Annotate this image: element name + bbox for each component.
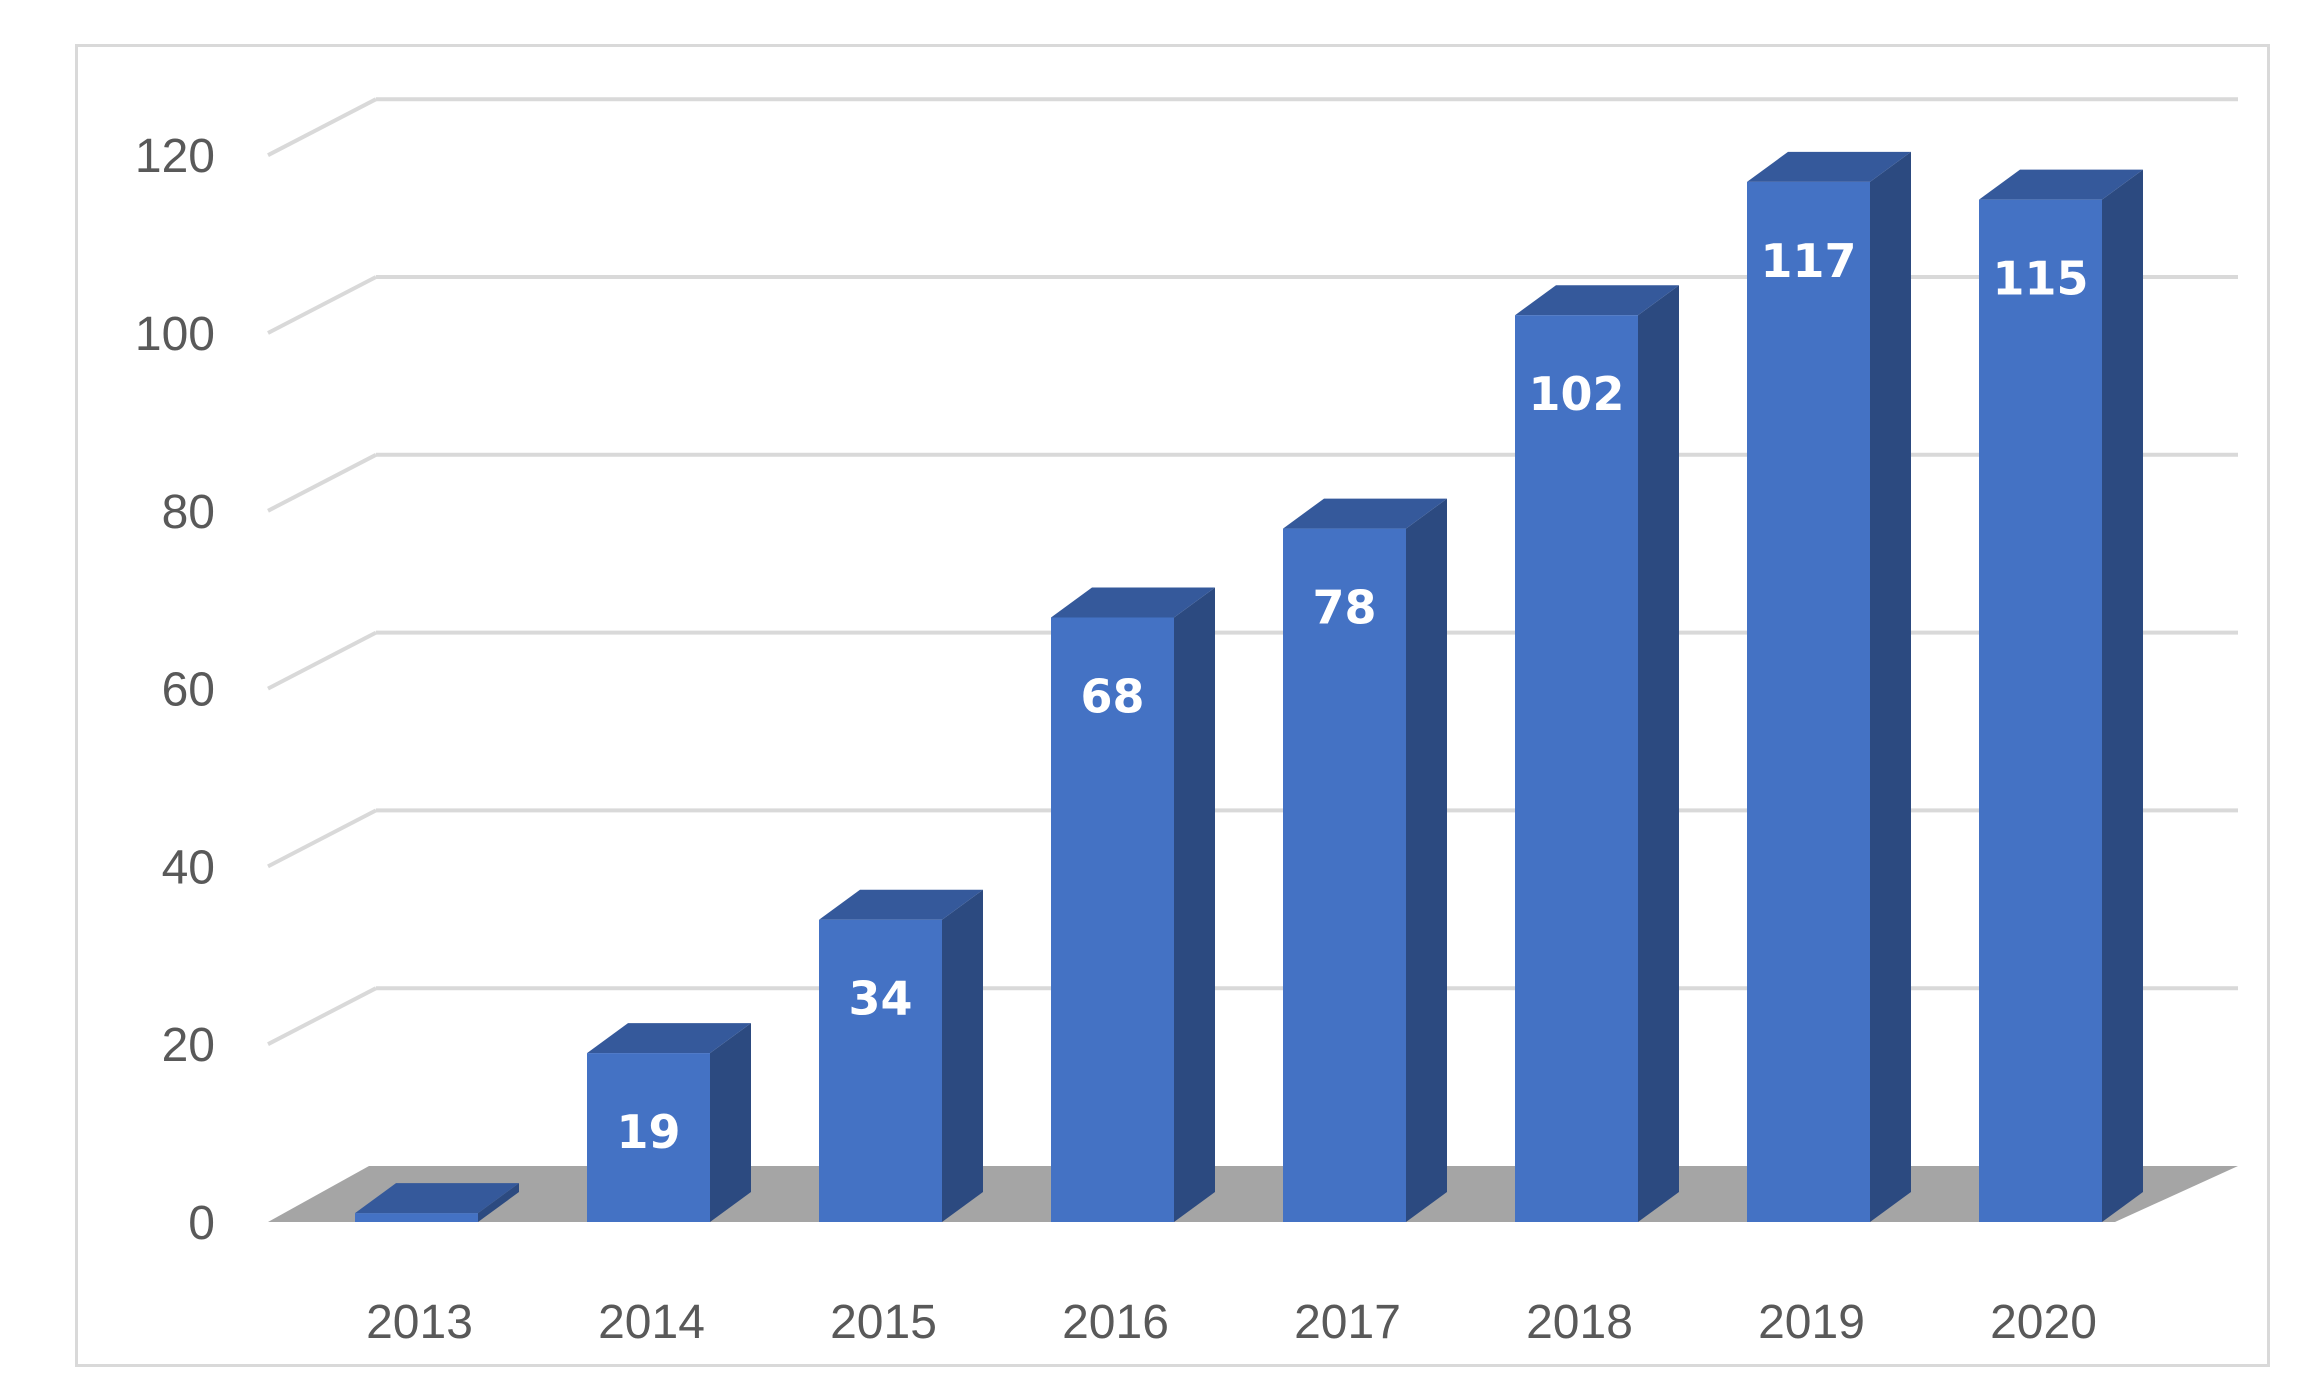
floor-plane [268,1166,2238,1222]
gridline-diagonal [267,986,377,1046]
bar-front [819,919,942,1222]
bar-side [1870,151,1911,1222]
x-tick-label: 2016 [1062,1296,1169,1349]
bar-side [1638,285,1679,1223]
gridline-diagonal [267,275,377,335]
y-tick-label: 100 [135,308,215,361]
bar-top [587,1023,751,1054]
data-label: 117 [1760,234,1856,288]
bar-side [710,1023,751,1222]
y-tick-label: 60 [162,664,215,717]
y-tick-label: 80 [162,486,215,539]
bars: 19 34 68 78 102 117 115 [355,151,2143,1223]
bar-front [1051,617,1174,1222]
data-label: 115 [1992,252,2088,306]
bar: 34 [819,889,983,1222]
data-label: 34 [848,972,912,1026]
bar-front [1283,528,1406,1222]
gridline-diagonal [267,453,377,513]
y-axis-ticks: 0 20 40 60 80 100 120 [135,130,215,1250]
bar-front [1979,199,2102,1222]
bar-front [587,1053,710,1222]
x-tick-label: 2019 [1758,1296,1865,1349]
data-label: 68 [1080,669,1144,723]
bar-side [1174,587,1215,1222]
gridline-diagonal [267,808,377,869]
bar: 115 [1979,169,2143,1222]
bar-side [1406,498,1447,1223]
bar-top [1515,285,1679,316]
bar-top [819,889,983,920]
data-label: 102 [1528,367,1624,421]
bar: 19 [587,1023,751,1222]
bar: 78 [1283,498,1447,1223]
x-tick-label: 2017 [1294,1296,1401,1349]
bar: 68 [1051,587,1215,1222]
bar-top [1051,587,1215,618]
bar-top [355,1183,519,1214]
y-tick-label: 20 [162,1019,215,1072]
gridline-diagonal [267,630,377,691]
bar-front [355,1213,478,1222]
bar-side [942,889,983,1222]
y-tick-label: 0 [188,1197,215,1250]
chart-floor [268,1166,2238,1222]
bar-front [1747,181,1870,1222]
bar-top [1747,151,1911,182]
gridlines [267,97,2238,1046]
data-label: 78 [1312,581,1376,635]
bar: 117 [1747,151,1911,1222]
x-tick-label: 2014 [598,1296,705,1349]
bar [355,1183,519,1222]
x-tick-label: 2020 [1990,1296,2097,1349]
x-tick-label: 2015 [830,1296,937,1349]
y-tick-label: 120 [135,130,215,183]
gridline-diagonal [267,97,377,157]
x-tick-label: 2013 [366,1296,473,1349]
bar-side [2102,169,2143,1222]
bar-front [1515,315,1638,1223]
x-tick-label: 2018 [1526,1296,1633,1349]
bar-side [478,1183,519,1222]
data-label: 19 [616,1105,680,1159]
y-tick-label: 40 [162,841,215,894]
bar-top [1283,498,1447,529]
bar-top [1979,169,2143,200]
x-axis-ticks: 2013 2014 2015 2016 2017 2018 2019 2020 [366,1296,2097,1349]
bar: 102 [1515,285,1679,1223]
